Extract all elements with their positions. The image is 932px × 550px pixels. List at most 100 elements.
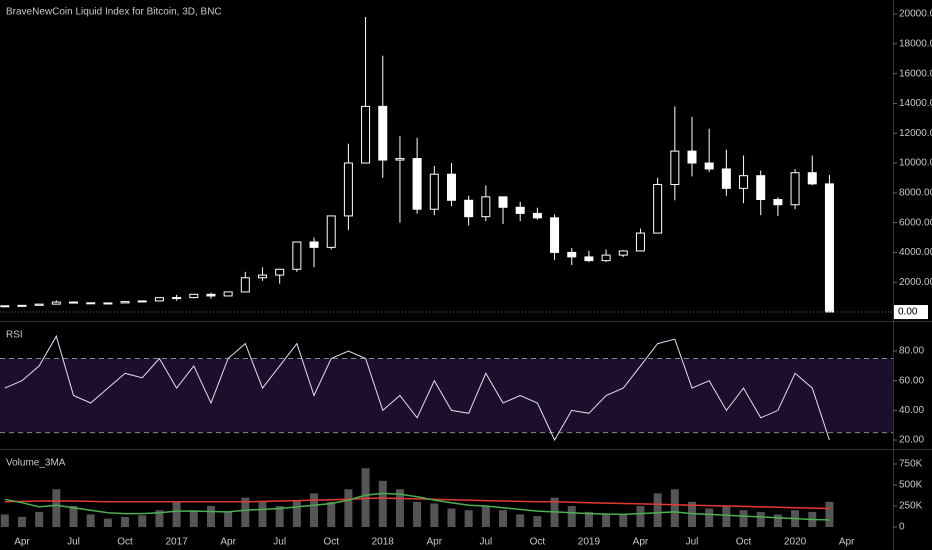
x-tick-label: Jul	[67, 537, 80, 548]
candle-body	[429, 173, 439, 210]
candle-body	[309, 241, 319, 248]
candle-body	[361, 105, 371, 164]
x-tick-label: Jul	[686, 537, 699, 548]
candle-body	[721, 168, 731, 189]
candle-body	[51, 301, 61, 305]
candle-body	[378, 105, 388, 161]
candle-body	[103, 302, 113, 305]
candle-body	[206, 293, 216, 297]
candle-body	[739, 175, 749, 189]
candle-body	[154, 297, 164, 302]
candle-body	[653, 183, 663, 234]
candle-body	[120, 301, 130, 304]
volume-bar	[310, 493, 319, 528]
x-tick-label: 2019	[578, 537, 601, 548]
candle-body	[326, 215, 336, 248]
volume-bar	[395, 489, 404, 528]
x-tick-label: Apr	[220, 537, 236, 548]
x-tick-label: 2017	[165, 537, 188, 548]
x-tick-label: Apr	[633, 537, 649, 548]
candle-body	[172, 297, 182, 300]
x-tick-label: Oct	[323, 537, 339, 548]
volume-bar	[739, 510, 748, 528]
volume-bar	[533, 516, 542, 528]
volume-bar	[378, 480, 387, 528]
candle-body	[223, 291, 233, 297]
y-tick-label: 20.00	[899, 435, 924, 446]
x-tick-label: Jul	[479, 537, 492, 548]
candle-body	[550, 217, 560, 253]
x-tick-label: Apr	[427, 537, 443, 548]
candle-body	[687, 150, 697, 164]
volume-bar	[103, 518, 112, 528]
candle-body	[618, 250, 628, 256]
candle-body	[343, 162, 353, 217]
candle-body	[240, 277, 250, 293]
candle-body	[292, 241, 302, 270]
volume-bar	[224, 511, 233, 528]
candle-body	[704, 162, 714, 170]
pane-title: Volume_3MA	[6, 458, 66, 469]
candle-body	[481, 196, 491, 218]
y-tick-label: 6000.00	[899, 217, 932, 228]
volume-bar	[670, 489, 679, 528]
candle-body	[258, 274, 267, 279]
y-tick-label: 14000.00	[899, 98, 932, 109]
y-tick-label: 80.00	[899, 346, 924, 357]
volume-bar	[567, 506, 576, 528]
candle-body	[17, 304, 27, 307]
candle-body	[773, 199, 783, 206]
last-price-label: 0.00	[898, 307, 918, 318]
volume-bar	[344, 489, 353, 528]
candle-body	[584, 256, 594, 262]
y-tick-label: 12000.00	[899, 128, 932, 139]
y-tick-label: 16000.00	[899, 68, 932, 79]
volume-bar	[705, 508, 714, 528]
candle-body	[756, 175, 766, 201]
volume-bar	[138, 515, 147, 528]
volume-bar	[52, 489, 61, 528]
volume-bar	[430, 503, 439, 528]
candle-body	[635, 232, 645, 252]
y-tick-label: 4000.00	[899, 247, 932, 258]
volume-bar	[121, 516, 130, 528]
chart-title: BraveNewCoin Liquid Index for Bitcoin, 3…	[6, 7, 222, 18]
candle-body	[34, 303, 44, 306]
volume-bar	[516, 514, 525, 528]
volume-bar	[189, 510, 198, 528]
volume-bar	[258, 501, 267, 528]
volume-bar	[0, 514, 9, 528]
candle-body	[137, 300, 147, 303]
rsi-band-fill	[0, 358, 893, 433]
x-tick-label: Oct	[117, 537, 133, 548]
y-tick-label: 0	[899, 522, 905, 533]
volume-bar	[292, 500, 301, 528]
volume-ma-line	[4, 492, 830, 521]
candle-body	[412, 158, 422, 210]
candle-body	[515, 206, 525, 214]
candle-body	[532, 212, 542, 219]
volume-bar	[327, 501, 336, 528]
volume-bar	[241, 497, 250, 528]
volume-bar	[275, 506, 284, 528]
x-tick-label: Oct	[736, 537, 752, 548]
x-tick-label: 2018	[372, 537, 395, 548]
candle-body	[824, 183, 834, 313]
candle-body	[567, 251, 577, 258]
y-tick-label: 18000.00	[899, 38, 932, 49]
volume-bar	[653, 493, 662, 528]
volume-bar	[825, 501, 834, 528]
volume-bar	[361, 468, 370, 528]
volume-bar	[35, 511, 44, 528]
last-price-box	[894, 305, 928, 320]
candle-body	[86, 302, 96, 305]
candle-body	[601, 254, 611, 262]
y-tick-label: 10000.00	[899, 158, 932, 169]
candle-body	[464, 199, 474, 218]
candle-body	[395, 158, 405, 161]
volume-bar	[155, 510, 164, 528]
volume-bar	[722, 506, 731, 528]
x-tick-label: 2020	[784, 537, 807, 548]
y-tick-label: 8000.00	[899, 187, 932, 198]
